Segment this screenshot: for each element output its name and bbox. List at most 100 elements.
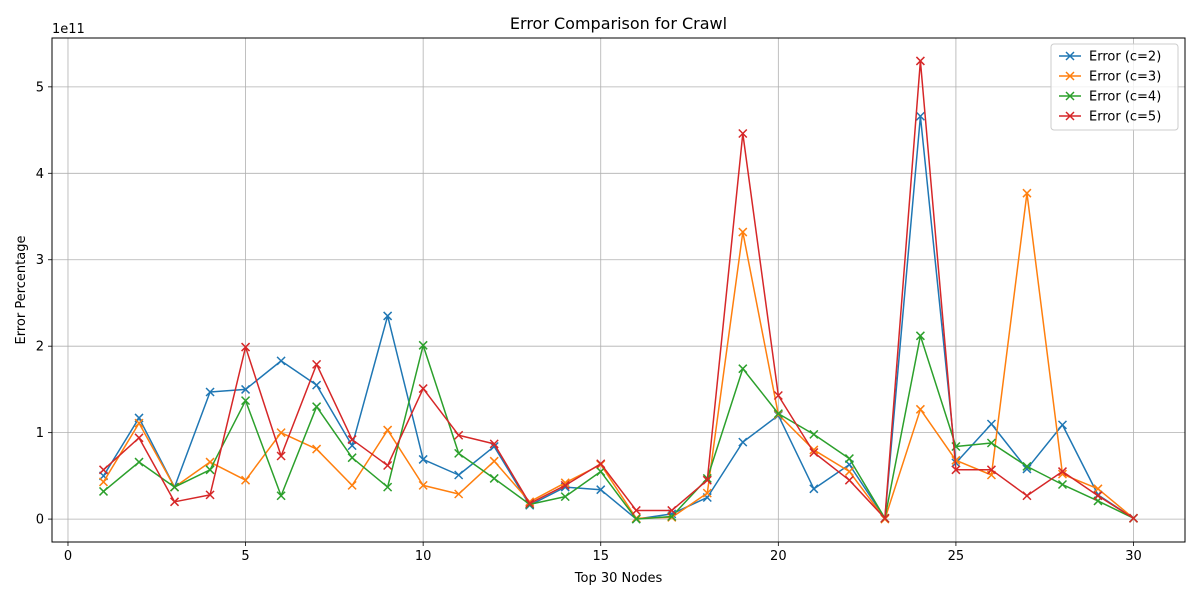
marker-stroke bbox=[312, 402, 322, 412]
data-point bbox=[1022, 188, 1032, 198]
data-point bbox=[986, 438, 996, 448]
data-point bbox=[809, 429, 819, 439]
data-point bbox=[915, 56, 925, 66]
data-point bbox=[312, 380, 322, 390]
marker-stroke bbox=[489, 456, 499, 466]
marker-stroke bbox=[489, 441, 499, 452]
marker-stroke bbox=[241, 342, 251, 352]
marker-stroke bbox=[454, 448, 464, 458]
marker-stroke bbox=[915, 111, 925, 121]
marker-stroke bbox=[1022, 461, 1032, 471]
marker-stroke bbox=[98, 465, 109, 475]
data-point bbox=[560, 480, 570, 490]
marker-stroke bbox=[951, 465, 961, 475]
marker-stroke bbox=[915, 404, 925, 414]
marker-stroke bbox=[205, 387, 215, 397]
marker-stroke bbox=[702, 475, 712, 485]
data-point bbox=[1057, 467, 1067, 477]
data-point bbox=[276, 491, 286, 501]
marker-stroke bbox=[702, 488, 712, 498]
x-tick-label: 30 bbox=[1125, 549, 1142, 564]
data-point bbox=[1057, 469, 1067, 479]
marker-stroke bbox=[631, 505, 641, 515]
marker-stroke bbox=[418, 480, 428, 490]
data-point bbox=[418, 384, 428, 394]
data-point bbox=[844, 454, 854, 464]
marker-stroke bbox=[276, 491, 286, 501]
data-point bbox=[596, 485, 606, 495]
data-point bbox=[596, 459, 606, 469]
y-tick-label: 3 bbox=[36, 253, 44, 268]
marker-stroke bbox=[1022, 188, 1032, 198]
data-point bbox=[383, 482, 393, 492]
marker-stroke bbox=[773, 390, 783, 400]
data-point bbox=[986, 465, 996, 475]
marker-stroke bbox=[738, 128, 748, 139]
data-point bbox=[1022, 461, 1032, 471]
marker-stroke bbox=[205, 465, 215, 475]
marker-stroke bbox=[880, 513, 890, 523]
data-point bbox=[383, 311, 393, 321]
marker-stroke bbox=[525, 497, 535, 507]
data-point bbox=[98, 477, 109, 487]
data-point bbox=[489, 473, 499, 483]
data-point bbox=[418, 340, 428, 350]
x-axis: 0 5 10 15 20 25 30 bbox=[64, 542, 1142, 564]
legend: Error (c=2) Error (c=3) Error (c=4) Error (… bbox=[1050, 43, 1179, 131]
data-point bbox=[205, 465, 215, 475]
data-point bbox=[276, 451, 286, 461]
data-point bbox=[134, 433, 144, 443]
marker-stroke bbox=[418, 340, 428, 350]
marker-stroke bbox=[809, 445, 819, 455]
marker-stroke bbox=[773, 409, 783, 419]
y-axis-label: Error Percentage bbox=[14, 236, 29, 345]
marker-stroke bbox=[241, 384, 251, 394]
marker-stroke bbox=[454, 430, 464, 440]
data-point bbox=[347, 480, 357, 490]
data-point bbox=[1057, 420, 1067, 430]
marker-stroke bbox=[738, 437, 748, 447]
legend-item-1: Error (c=2) bbox=[1059, 50, 1161, 65]
data-point bbox=[915, 404, 925, 414]
data-point bbox=[1093, 484, 1103, 494]
data-point bbox=[844, 475, 854, 485]
data-point bbox=[276, 428, 286, 438]
data-point bbox=[880, 513, 890, 523]
data-point bbox=[312, 444, 322, 454]
data-point bbox=[312, 402, 322, 412]
legend-marker bbox=[1065, 111, 1075, 121]
marker-stroke bbox=[596, 467, 606, 477]
data-point bbox=[98, 465, 109, 475]
marker-stroke bbox=[276, 451, 286, 461]
grid-lines bbox=[52, 38, 1185, 542]
marker-stroke bbox=[1057, 420, 1067, 430]
data-point bbox=[241, 342, 251, 352]
marker-stroke bbox=[170, 482, 180, 492]
marker-stroke bbox=[205, 457, 215, 467]
legend-label: Error (c=2) bbox=[1089, 50, 1161, 65]
marker-stroke bbox=[241, 396, 251, 406]
x-tick-label: 5 bbox=[241, 549, 249, 564]
data-point bbox=[844, 467, 854, 477]
marker-stroke bbox=[454, 470, 464, 480]
data-point bbox=[205, 490, 215, 500]
data-point bbox=[98, 486, 109, 496]
marker-stroke bbox=[1093, 491, 1103, 501]
data-point bbox=[915, 331, 925, 341]
marker-stroke bbox=[383, 482, 393, 492]
series-line bbox=[102, 60, 1134, 519]
marker-stroke bbox=[205, 490, 215, 500]
data-point bbox=[738, 364, 748, 374]
marker-stroke bbox=[915, 331, 925, 341]
y-tick-label: 4 bbox=[36, 167, 44, 182]
marker-stroke bbox=[844, 467, 854, 477]
marker-stroke bbox=[560, 480, 570, 490]
y-offset-label: 1e11 bbox=[52, 22, 85, 37]
data-point bbox=[454, 489, 464, 499]
y-tick-label: 1 bbox=[36, 426, 44, 441]
data-point bbox=[241, 475, 251, 485]
data-point bbox=[986, 419, 996, 429]
data-point bbox=[560, 478, 570, 488]
data-point bbox=[951, 455, 961, 465]
